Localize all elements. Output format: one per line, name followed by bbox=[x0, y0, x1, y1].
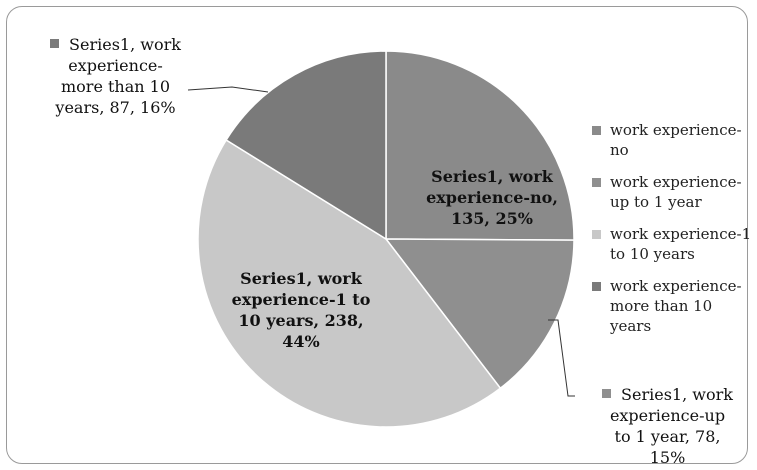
legend-label: work experience-more than 10 years bbox=[610, 277, 742, 335]
pie-slice-up-to-1-year bbox=[384, 238, 575, 390]
data-label-no: Series1, work experience-no, 135, 25% bbox=[426, 167, 558, 228]
legend-label: work experience-no bbox=[610, 121, 742, 159]
leader-line-up-to-1-year bbox=[548, 319, 575, 397]
legend-swatch bbox=[592, 282, 601, 291]
data-label-1-to-10-years: Series1, work experience-1 to 10 years, … bbox=[231, 269, 371, 351]
legend-label: work experience-up to 1 year bbox=[610, 173, 742, 211]
pie-slice-1-to-10-years bbox=[197, 138, 502, 428]
data-label-up-to-1-year: Series1, work experience-up to 1 year, 7… bbox=[580, 384, 755, 468]
label-marker bbox=[602, 389, 612, 398]
legend-item-up-to-1-year: work experience-up to 1 year bbox=[590, 172, 752, 212]
legend-swatch bbox=[592, 126, 601, 135]
legend-item-more-than-10-years: work experience-more than 10 years bbox=[590, 276, 752, 336]
legend-item-1-to-10-years: work experience-1 to 10 years bbox=[590, 224, 752, 264]
legend-swatch bbox=[592, 230, 601, 239]
legend-swatch bbox=[592, 178, 601, 187]
pie-slice-more-than-10-years bbox=[225, 50, 387, 241]
legend: work experience-no work experience-up to… bbox=[590, 120, 752, 348]
data-label-more-than-10-years: Series1, work experience- more than 10 y… bbox=[28, 34, 203, 118]
legend-item-no: work experience-no bbox=[590, 120, 752, 160]
leader-line-more-than-10-years bbox=[187, 86, 269, 93]
legend-label: work experience-1 to 10 years bbox=[610, 225, 752, 263]
label-marker bbox=[50, 39, 60, 48]
pie-slice-no bbox=[385, 50, 575, 241]
